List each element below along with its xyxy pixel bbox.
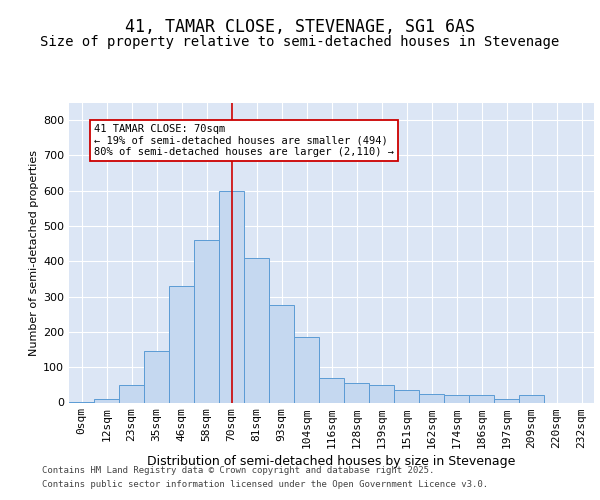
Bar [444,396,469,402]
Text: Size of property relative to semi-detached houses in Stevenage: Size of property relative to semi-detach… [40,35,560,49]
Bar [519,396,544,402]
Bar [119,385,144,402]
X-axis label: Distribution of semi-detached houses by size in Stevenage: Distribution of semi-detached houses by … [148,455,515,468]
Bar [419,394,444,402]
Bar [244,258,269,402]
Text: Contains public sector information licensed under the Open Government Licence v3: Contains public sector information licen… [42,480,488,489]
Bar [369,385,394,402]
Text: 41, TAMAR CLOSE, STEVENAGE, SG1 6AS: 41, TAMAR CLOSE, STEVENAGE, SG1 6AS [125,18,475,36]
Bar [344,383,369,402]
Bar [144,352,169,403]
Bar [94,399,119,402]
Bar [394,390,419,402]
Bar [194,240,219,402]
Text: 41 TAMAR CLOSE: 70sqm
← 19% of semi-detached houses are smaller (494)
80% of sem: 41 TAMAR CLOSE: 70sqm ← 19% of semi-deta… [94,124,394,157]
Bar [294,337,319,402]
Bar [469,396,494,402]
Bar [319,378,344,402]
Y-axis label: Number of semi-detached properties: Number of semi-detached properties [29,150,39,356]
Text: Contains HM Land Registry data © Crown copyright and database right 2025.: Contains HM Land Registry data © Crown c… [42,466,434,475]
Bar [494,399,519,402]
Bar [269,306,294,402]
Bar [169,286,194,403]
Bar [219,190,244,402]
